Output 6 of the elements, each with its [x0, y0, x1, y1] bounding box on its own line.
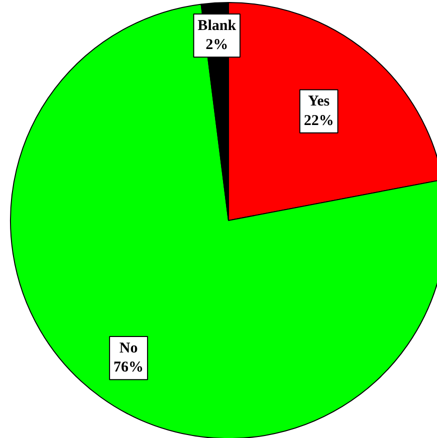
data-label: 76%	[114, 360, 144, 376]
slice-label: No	[119, 340, 138, 356]
data-label: 22%	[304, 112, 334, 129]
slice-label: Blank	[198, 18, 237, 34]
slice-label: Yes	[308, 94, 330, 110]
data-label: 2%	[206, 37, 228, 54]
